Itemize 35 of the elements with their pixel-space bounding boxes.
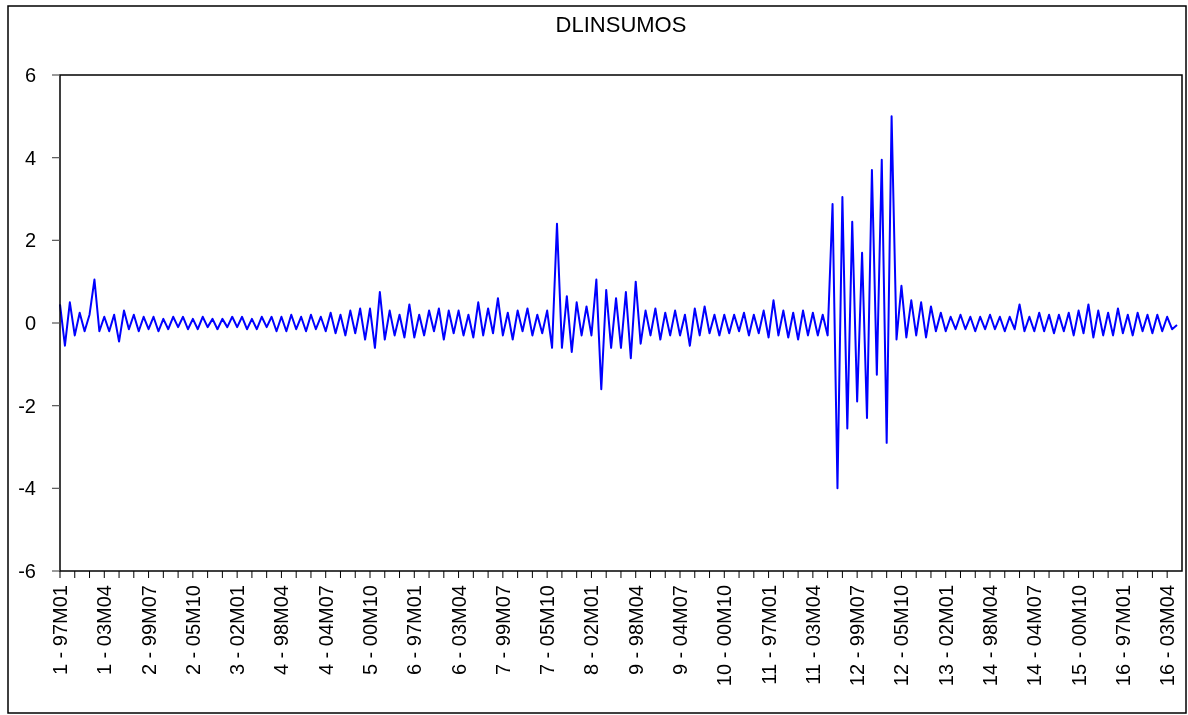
x-tick-label: 16 - 97M01	[1111, 585, 1134, 687]
x-tick-label: 4 - 04M07	[314, 585, 337, 676]
x-tick-label: 12 - 99M07	[846, 585, 869, 687]
x-tick-label: 2 - 99M07	[137, 585, 160, 676]
chart-title: DLINSUMOS	[555, 12, 687, 37]
x-tick-label: 10 - 00M10	[713, 585, 736, 687]
x-tick-label: 12 - 05M10	[890, 585, 913, 687]
x-tick-label: 14 - 98M04	[979, 585, 1002, 687]
y-tick-label: 0	[24, 312, 36, 334]
x-tick-label: 7 - 05M10	[536, 585, 559, 676]
x-tick-label: 4 - 98M04	[270, 585, 293, 676]
x-tick-label: 6 - 03M04	[447, 585, 470, 676]
x-tick-label: 2 - 05M10	[181, 585, 204, 676]
y-tick-label: 6	[24, 64, 36, 86]
x-tick-label: 9 - 98M04	[624, 585, 647, 676]
y-tick-label: 4	[24, 146, 36, 169]
x-tick-label: 11 - 03M04	[801, 585, 824, 685]
x-tick-label: 15 - 00M10	[1067, 585, 1090, 687]
y-tick-label: -2	[18, 394, 36, 417]
x-tick-label: 7 - 99M07	[491, 585, 514, 676]
x-tick-label: 1 - 03M04	[93, 585, 116, 676]
y-tick-label: -6	[18, 560, 36, 582]
x-tick-label: 11 - 97M01	[757, 585, 780, 685]
x-tick-label: 3 - 02M01	[226, 585, 249, 676]
x-tick-label: 6 - 97M01	[403, 585, 426, 676]
line-series	[59, 115, 1178, 490]
x-tick-label: 16 - 03M04	[1156, 585, 1179, 687]
y-tick-label: -4	[18, 477, 36, 500]
y-tick-label: 2	[24, 229, 36, 252]
x-tick-label: 14 - 04M07	[1023, 585, 1046, 687]
x-tick-label: 13 - 02M01	[934, 585, 957, 687]
x-tick-label: 5 - 00M10	[359, 585, 381, 676]
x-tick-label: 1 - 97M01	[49, 585, 71, 676]
x-tick-label: 8 - 02M01	[580, 585, 603, 676]
x-tick-label: 9 - 04M07	[669, 585, 692, 676]
